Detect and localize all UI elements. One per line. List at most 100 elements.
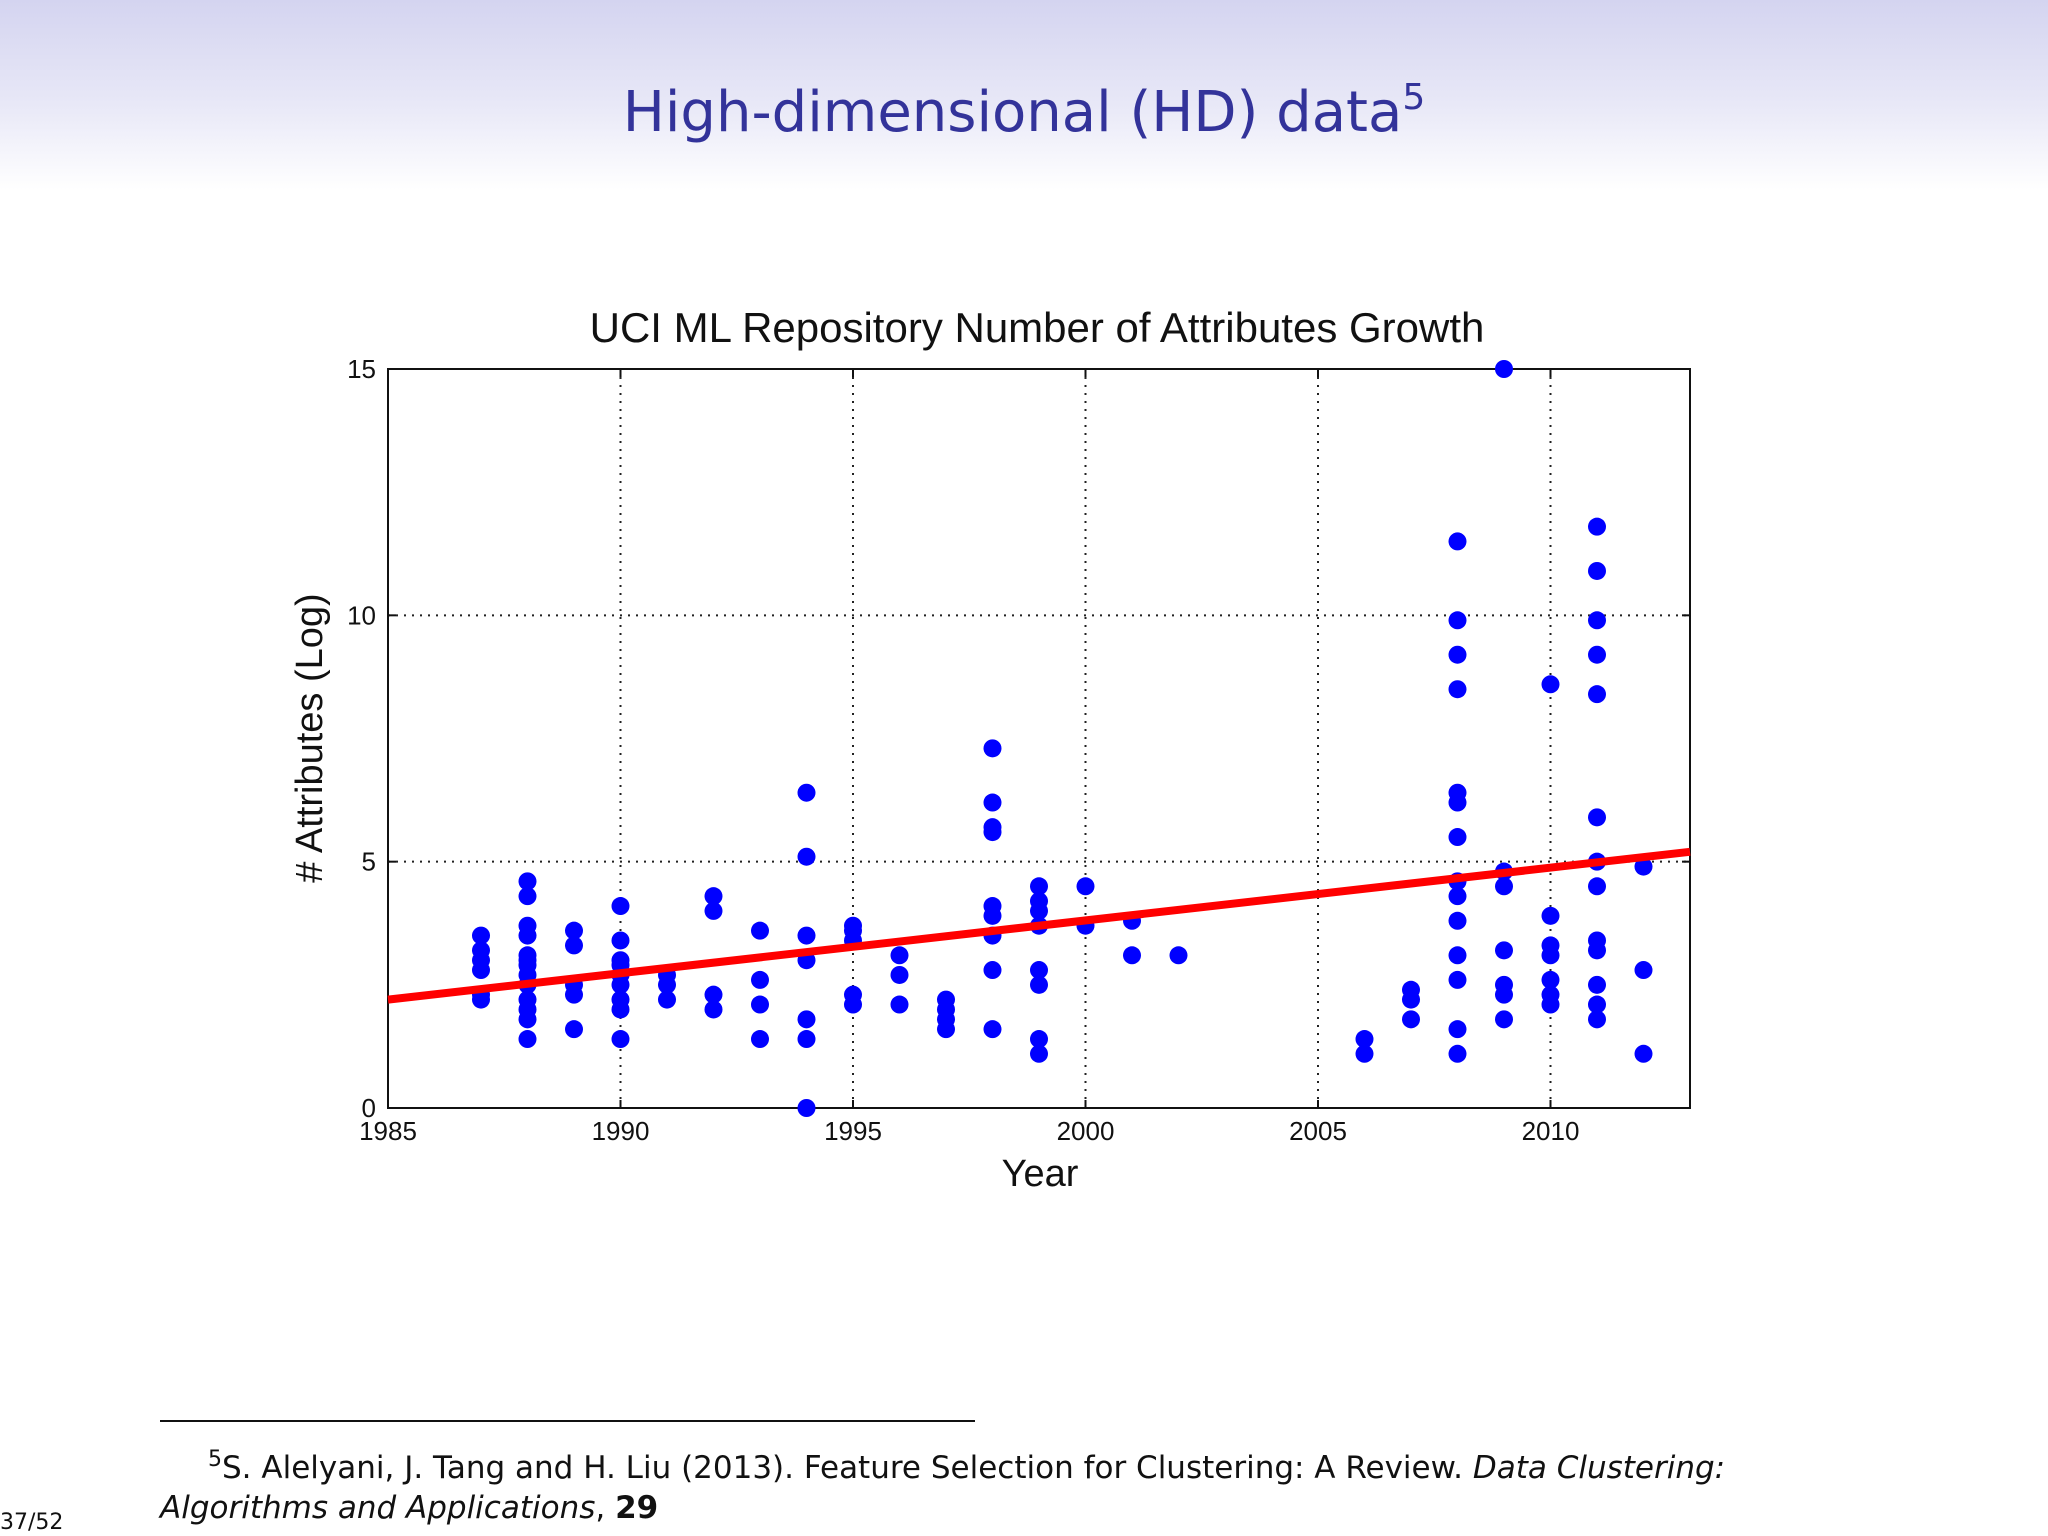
- footnote-rule: [160, 1420, 975, 1422]
- data-point: [518, 946, 537, 965]
- trend-line-group: [387, 847, 1691, 1004]
- footnote-lead: 5S. Alelyani, J. Tang and H. Liu (2013).…: [160, 1447, 1463, 1486]
- footnote-separator: ,: [595, 1490, 616, 1526]
- data-point: [1355, 1044, 1374, 1063]
- data-point: [751, 1030, 769, 1049]
- data-point: [565, 1020, 583, 1039]
- page-number: 37/52: [0, 1510, 64, 1535]
- grid-lines: [388, 369, 1690, 1108]
- data-point: [704, 887, 723, 906]
- data-point: [1448, 828, 1467, 847]
- data-point: [1588, 685, 1606, 704]
- data-point: [611, 931, 630, 950]
- data-point: [1588, 1010, 1606, 1029]
- data-point: [1123, 946, 1141, 965]
- y-axis-label: # Attributes (Log): [289, 593, 331, 882]
- data-point: [1588, 995, 1606, 1014]
- chart-title: UCI ML Repository Number of Attributes G…: [590, 304, 1485, 351]
- data-point: [1355, 1030, 1374, 1049]
- data-point: [797, 1010, 816, 1029]
- slide-title: High-dimensional (HD) data5: [0, 58, 2048, 153]
- data-point: [472, 926, 490, 945]
- data-point: [1588, 561, 1606, 580]
- footnote-mark: 5: [208, 1447, 222, 1472]
- data-point: [1634, 1044, 1653, 1063]
- data-point: [1588, 931, 1606, 950]
- slide-title-text: High-dimensional (HD) data: [622, 80, 1403, 145]
- data-point: [1030, 892, 1048, 911]
- data-point: [1588, 517, 1606, 536]
- data-point: [704, 985, 723, 1004]
- footnote-volume: 29: [615, 1490, 659, 1526]
- data-point: [1588, 611, 1606, 630]
- data-point: [565, 936, 583, 955]
- data-point: [890, 965, 909, 984]
- data-point: [658, 990, 676, 1009]
- data-point: [1402, 1010, 1420, 1029]
- data-point: [1495, 975, 1513, 994]
- data-point: [751, 921, 769, 940]
- data-point: [1495, 877, 1513, 896]
- data-point: [565, 921, 583, 940]
- y-tick-label: 5: [362, 847, 376, 877]
- data-point: [1030, 877, 1048, 896]
- data-point: [1541, 906, 1560, 925]
- data-point: [611, 897, 630, 916]
- trend-line: [387, 847, 1691, 1004]
- x-tick-label: 1985: [359, 1116, 417, 1146]
- data-point: [844, 916, 862, 935]
- data-point: [1402, 980, 1420, 999]
- data-point: [1634, 857, 1653, 876]
- data-point: [1448, 970, 1467, 989]
- data-point: [1495, 1010, 1513, 1029]
- data-point: [1448, 532, 1467, 551]
- y-tick-label: 15: [347, 354, 376, 384]
- data-point: [518, 916, 537, 935]
- data-point: [1495, 941, 1513, 960]
- x-axis-label: Year: [1002, 1153, 1079, 1195]
- data-point: [983, 961, 1002, 980]
- data-point: [751, 995, 769, 1014]
- data-point: [1030, 975, 1048, 994]
- data-point: [1030, 1044, 1048, 1063]
- footnote: 5S. Alelyani, J. Tang and H. Liu (2013).…: [160, 1440, 1780, 1528]
- data-point: [611, 990, 630, 1009]
- data-point: [518, 887, 537, 906]
- data-point: [1541, 970, 1560, 989]
- plot-area-frame: [387, 368, 1691, 1109]
- data-point: [1448, 887, 1467, 906]
- data-point: [937, 990, 955, 1009]
- data-point: [1448, 783, 1467, 802]
- data-point: [844, 985, 862, 1004]
- data-point: [797, 847, 816, 866]
- data-point: [797, 926, 816, 945]
- data-point: [1448, 1044, 1467, 1063]
- data-point: [1588, 975, 1606, 994]
- data-point: [1448, 611, 1467, 630]
- data-point: [1541, 985, 1560, 1004]
- data-point: [1448, 1020, 1467, 1039]
- data-point: [518, 990, 537, 1009]
- data-point: [1588, 645, 1606, 664]
- data-point: [751, 970, 769, 989]
- data-point: [983, 818, 1002, 837]
- data-point: [1495, 360, 1513, 378]
- data-point: [704, 1000, 723, 1019]
- data-point: [1448, 911, 1467, 930]
- slide-header: [0, 0, 2048, 190]
- attributes-growth-chart: UCI ML Repository Number of Attributes G…: [289, 304, 1691, 1195]
- y-tick-label: 0: [362, 1093, 376, 1123]
- data-point: [890, 946, 909, 965]
- data-point: [472, 941, 490, 960]
- x-tick-label: 2000: [1057, 1116, 1115, 1146]
- data-point: [1076, 877, 1095, 896]
- data-point: [983, 739, 1002, 758]
- data-points: [472, 360, 1653, 1117]
- footnote-journal: Data Clustering: Algorithms and Applicat…: [160, 1450, 1726, 1526]
- data-point: [1634, 961, 1653, 980]
- data-point: [1169, 946, 1188, 965]
- data-point: [983, 897, 1002, 916]
- data-point: [1030, 1030, 1048, 1049]
- data-point: [518, 872, 537, 891]
- data-point: [1030, 961, 1048, 980]
